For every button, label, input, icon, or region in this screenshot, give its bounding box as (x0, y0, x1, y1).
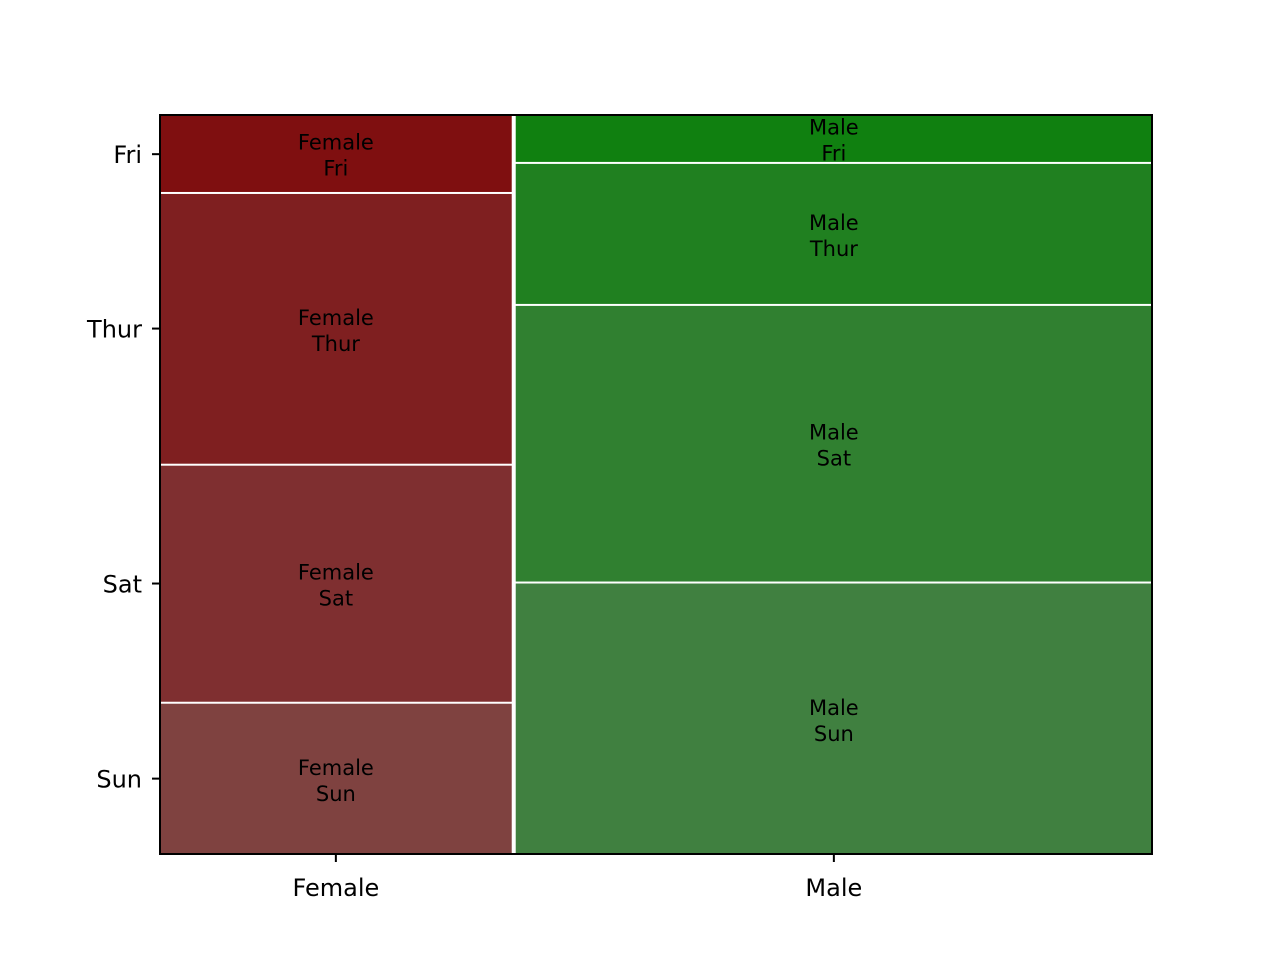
cell-label-line: Female (298, 756, 374, 780)
cell-label-female-sun: Female Sun (298, 756, 374, 806)
cell-label-line: Sat (319, 587, 353, 611)
cell-label-line: Female (298, 130, 374, 154)
x-tick-label-female: Female (292, 874, 379, 902)
cell-label-line: Female (298, 306, 374, 330)
mosaic-cell-female-sun (160, 703, 512, 854)
cell-label-line: Female (298, 561, 374, 585)
mosaic-cell-female-thur (160, 193, 512, 464)
cell-label-line: Thur (809, 237, 858, 261)
x-tick-label-male: Male (805, 874, 862, 902)
y-tick-label-thur: Thur (86, 316, 142, 344)
mosaic-cell-male-fri (515, 115, 1152, 162)
plot-frame (159, 114, 1153, 855)
cell-label-male-sat: Male Sat (809, 421, 859, 471)
mosaic-cell-female-fri (160, 115, 512, 192)
cell-label-line: Male (809, 696, 859, 720)
cell-label-female-thur: Female Thur (298, 306, 374, 356)
mosaic-cell-male-thur (515, 163, 1152, 304)
cell-label-line: Fri (323, 156, 348, 180)
cell-label-line: Thur (311, 332, 360, 356)
mosaic-cell-female-sat (160, 465, 512, 702)
cell-label-line: Male (809, 421, 859, 445)
cell-label-female-sat: Female Sat (298, 561, 374, 611)
cell-label-line: Male (809, 115, 859, 139)
y-tick-label-fri: Fri (113, 141, 142, 169)
cell-label-male-thur: Male Thur (809, 211, 859, 261)
cell-label-male-sun: Male Sun (809, 696, 859, 746)
mosaic-cell-male-sun (515, 583, 1152, 854)
cell-label-line: Fri (821, 141, 846, 165)
cell-label-line: Sat (817, 447, 851, 471)
cell-label-line: Male (809, 211, 859, 235)
y-tick-label-sat: Sat (103, 571, 142, 599)
y-tick-label-sun: Sun (96, 766, 142, 794)
cell-label-line: Sun (316, 782, 356, 806)
cell-label-line: Sun (814, 722, 854, 746)
cell-label-female-fri: Female Fri (298, 130, 374, 180)
cell-label-male-fri: Male Fri (809, 115, 859, 165)
mosaic-cell-male-sat (515, 305, 1152, 582)
